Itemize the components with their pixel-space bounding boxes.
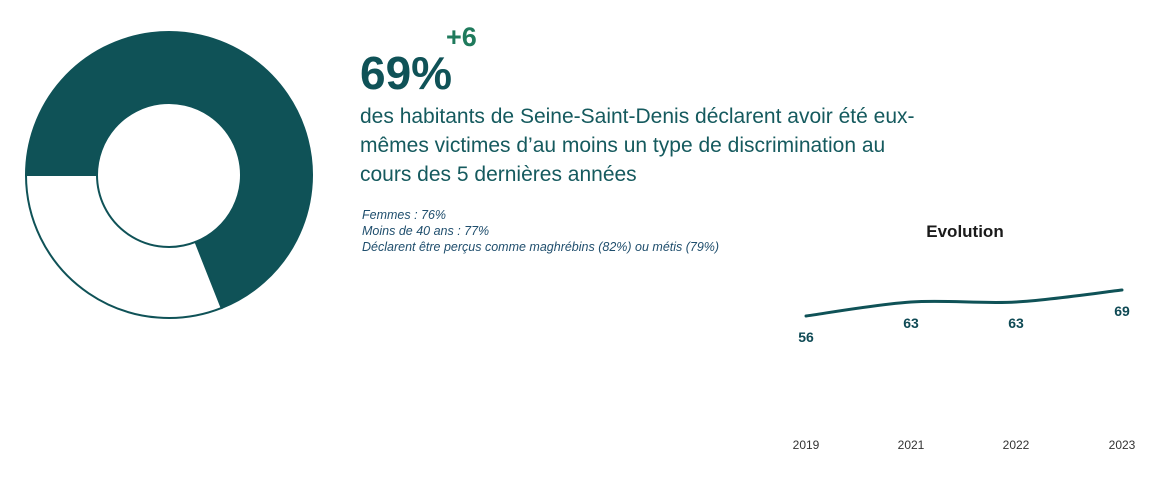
x-tick-2022: 2022: [1003, 438, 1030, 452]
donut-slice-1: [24, 31, 313, 310]
donut-chart: [24, 31, 313, 319]
data-label-2019: 56: [798, 329, 814, 345]
note-under-40: Moins de 40 ans : 77%: [362, 224, 490, 238]
x-tick-2023: 2023: [1109, 438, 1136, 452]
notes-block: Femmes : 76% Moins de 40 ans : 77% Décla…: [362, 207, 719, 255]
headline-value: 69%: [360, 47, 453, 99]
data-label-2023: 69: [1114, 303, 1130, 319]
headline-delta: +6: [446, 22, 477, 52]
data-label-2022: 63: [1008, 315, 1024, 331]
note-origin: Déclarent être perçus comme maghrébins (…: [362, 240, 720, 254]
series-line: [804, 288, 1124, 318]
evolution-title: Evolution: [926, 222, 1004, 241]
x-tick-2019: 2019: [793, 438, 820, 452]
donut-slice-2: [24, 174, 223, 319]
data-label-2021: 63: [903, 315, 919, 331]
note-women: Femmes : 76%: [362, 208, 447, 222]
x-tick-2021: 2021: [898, 438, 925, 452]
evolution-line-chart: 56 63 63 69 2019 2021 2022 2023: [793, 288, 1136, 452]
headline-statement: des habitants de Seine-Saint-Denis décla…: [360, 105, 915, 186]
